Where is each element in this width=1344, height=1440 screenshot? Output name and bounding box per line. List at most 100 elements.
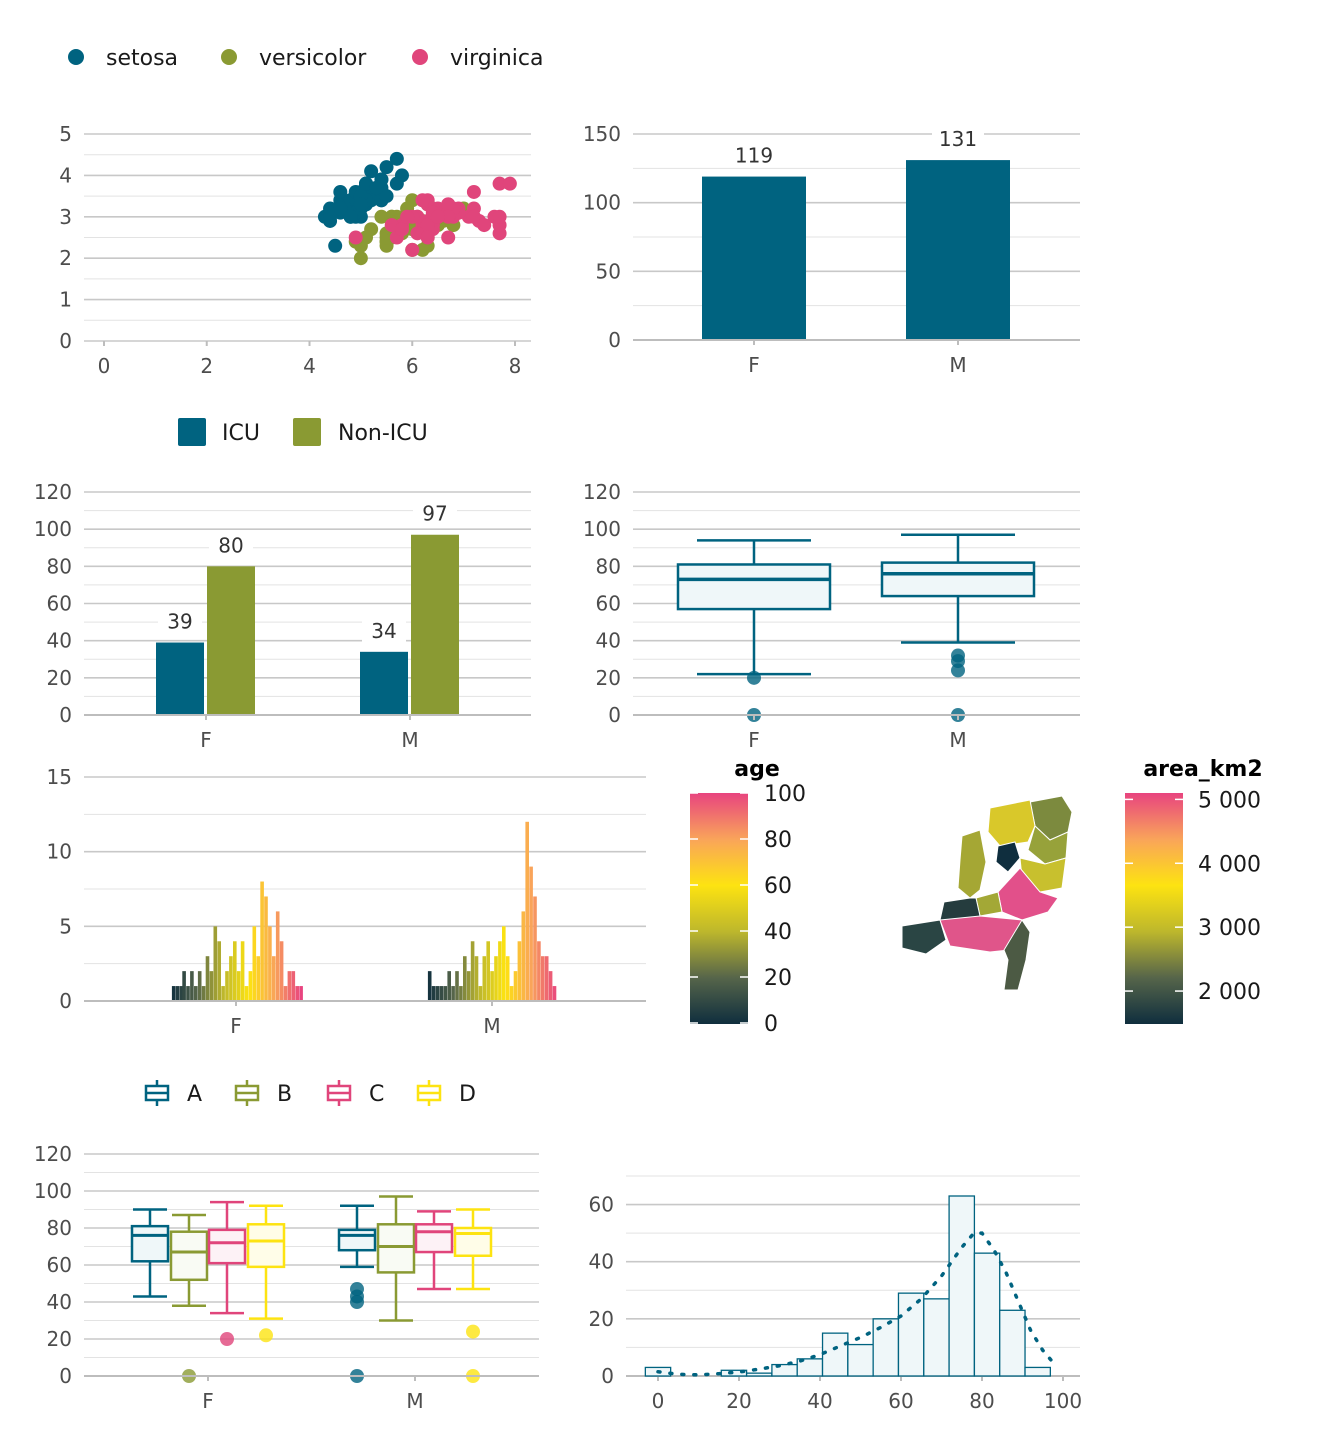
scatter-point-virginica <box>441 197 456 212</box>
scatter-point-setosa <box>333 201 348 216</box>
y-tick-label: 0 <box>601 1364 614 1388</box>
legend-key-setosa <box>68 49 84 65</box>
y-tick-label: 20 <box>47 666 72 690</box>
box-iqr-C-M <box>414 1223 454 1254</box>
y-tick-label: 40 <box>47 629 72 653</box>
x-tick-label: F <box>748 728 760 752</box>
age-bar-M <box>541 956 545 1001</box>
box-outlier <box>220 1332 234 1346</box>
bar-M <box>906 160 1010 340</box>
age-bar-F <box>171 986 176 1001</box>
age-bar-F <box>272 956 276 1001</box>
y-tick-label: 80 <box>596 554 621 578</box>
age-bar-M <box>521 911 526 1001</box>
x-tick-label: F <box>230 1014 242 1038</box>
y-tick-label: 10 <box>47 840 72 864</box>
y-tick-label: 5 <box>59 122 72 146</box>
y-tick-label: 100 <box>34 1179 72 1203</box>
age-bar-M <box>431 986 436 1001</box>
legend-label-D: D <box>459 1082 476 1107</box>
age-bar-M <box>537 941 541 1001</box>
x-tick-label: 0 <box>652 1389 665 1413</box>
bar-label-bg <box>362 617 406 642</box>
province-friesland <box>987 799 1036 847</box>
age-bar-F <box>213 926 218 1001</box>
scatter-point-virginica <box>492 209 507 224</box>
legend-key-virginica <box>412 49 428 65</box>
area-scale-tick-label: 5 000 <box>1198 788 1261 813</box>
bar-label-bg <box>413 500 457 525</box>
x-tick-label: M <box>401 728 418 752</box>
legend-label-non-icu: Non-ICU <box>338 421 428 446</box>
area-scale-tick-label: 2 000 <box>1198 980 1261 1005</box>
legend-label-A: A <box>187 1082 202 1107</box>
age-scale-tick-label: 60 <box>764 874 792 899</box>
age-bar-F <box>252 926 257 1001</box>
y-tick-label: 120 <box>34 1142 72 1166</box>
icu-bar-y-ticks: 0 20 40 60 80 100 120 <box>34 480 72 727</box>
scatter-point-virginica <box>405 242 420 257</box>
age-bar-F <box>236 971 241 1001</box>
scatter-points <box>317 151 517 266</box>
scatter-point-setosa <box>333 184 348 199</box>
province-utrecht <box>975 891 1003 917</box>
age-bar-M <box>544 956 549 1001</box>
icu-legend: ICU Non-ICU <box>178 418 428 446</box>
area-scale-title: area_km2 <box>1143 757 1262 782</box>
legend-label-virginica: virginica <box>450 46 544 71</box>
x-tick-label: 60 <box>888 1389 913 1413</box>
scatter-point-virginica <box>394 222 409 237</box>
y-tick-label: 15 <box>47 765 72 789</box>
y-tick-label: 60 <box>47 1253 72 1277</box>
age-bar-M <box>443 986 448 1001</box>
scatter-point-virginica <box>441 230 456 245</box>
x-tick-label: 80 <box>969 1389 994 1413</box>
scatter-point-virginica <box>415 193 430 208</box>
legend-key-icu <box>178 418 206 446</box>
scatter-point-virginica <box>400 209 415 224</box>
age-bar-F <box>201 986 206 1001</box>
age-scale-gradient <box>690 793 748 1024</box>
histogram-bin <box>897 1292 925 1377</box>
y-tick-label: 20 <box>47 1327 72 1351</box>
age-bar-F <box>197 971 202 1001</box>
bar-value-label: 97 <box>422 502 447 526</box>
scatter-point-virginica <box>441 209 456 224</box>
bar-label-bg <box>209 532 253 557</box>
scatter-point-setosa <box>389 151 404 166</box>
age-bars-y-ticks: 0 5 10 15 <box>47 765 72 1013</box>
y-tick-label: 0 <box>59 1364 72 1388</box>
age-bar-M <box>513 971 518 1001</box>
age-bar-F <box>190 971 194 1001</box>
x-tick-label: M <box>949 353 966 377</box>
gender-bars: 119 131 F M <box>633 126 1080 377</box>
y-tick-label: 60 <box>589 1193 614 1217</box>
province-gelderland <box>997 867 1059 921</box>
x-tick-label: M <box>483 1014 500 1038</box>
density-curve-line <box>656 1231 1057 1377</box>
scatter-legend: setosa versicolor virginica <box>68 46 544 71</box>
histogram-x-ticks: 0 20 40 60 80 100 <box>626 1375 1082 1413</box>
y-tick-label: 2 <box>59 246 72 270</box>
x-tick-label: F <box>202 1389 214 1413</box>
y-tick-label: 120 <box>583 480 621 504</box>
x-tick-label: 6 <box>406 354 419 378</box>
age-bar-M <box>486 941 490 1001</box>
age-bar-M <box>529 866 533 1001</box>
scatter-point-virginica <box>466 184 481 199</box>
y-tick-label: 100 <box>583 191 621 215</box>
box-outlier <box>466 1324 480 1339</box>
y-tick-label: 60 <box>596 592 621 616</box>
y-tick-label: 20 <box>589 1307 614 1331</box>
box-iqr-C-F <box>207 1228 247 1265</box>
age-bar-F <box>205 956 210 1001</box>
age-bar-M <box>498 941 502 1001</box>
age-bar-F <box>221 986 225 1001</box>
area-color-scale: area_km2 2 000 3 000 4 000 5 000 <box>1125 757 1263 1024</box>
box-iqr-A-F <box>130 1224 170 1263</box>
x-tick-label: F <box>748 353 760 377</box>
x-tick-label: 40 <box>807 1389 832 1413</box>
